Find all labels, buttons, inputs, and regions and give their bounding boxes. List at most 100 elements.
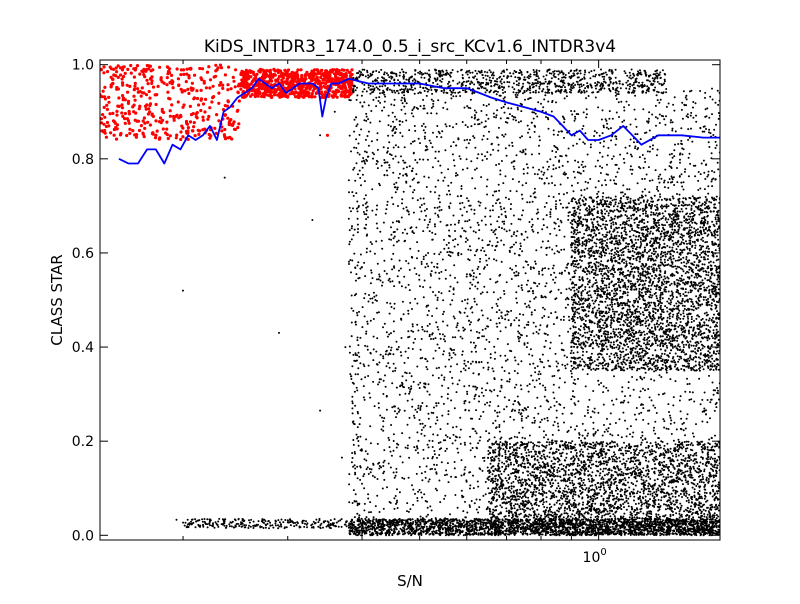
data-point (642, 313, 645, 316)
data-point (578, 69, 581, 72)
data-point (449, 524, 452, 527)
data-point (319, 527, 322, 530)
data-point (634, 81, 637, 84)
data-point (682, 256, 685, 259)
y-axis-label: CLASS STAR (48, 254, 66, 345)
data-point (201, 520, 204, 523)
data-point (577, 91, 580, 93)
data-point (421, 518, 423, 521)
data-point (353, 530, 356, 533)
data-point (382, 525, 385, 528)
data-point (408, 77, 411, 80)
data-point (653, 78, 656, 81)
data-point (573, 366, 575, 369)
data-point (369, 88, 372, 91)
data-point (572, 301, 575, 304)
data-point (533, 71, 536, 74)
data-point (680, 368, 683, 370)
data-point (665, 290, 667, 293)
data-point (600, 68, 602, 71)
data-point (631, 250, 634, 252)
data-point (366, 69, 369, 72)
data-point (620, 254, 623, 257)
data-point (576, 83, 579, 86)
data-point (490, 85, 493, 88)
data-point (549, 531, 552, 534)
data-point (715, 267, 718, 270)
data-point (677, 204, 680, 207)
data-point (444, 73, 446, 76)
data-point (360, 529, 363, 532)
data-point (611, 305, 613, 308)
data-point (461, 74, 464, 76)
data-point (490, 74, 493, 77)
data-point (661, 297, 664, 300)
data-point (434, 80, 437, 82)
data-point (646, 341, 649, 344)
data-point (452, 519, 455, 522)
data-point (403, 529, 406, 531)
data-point (628, 71, 631, 74)
data-point (517, 89, 520, 92)
data-point (529, 87, 532, 90)
data-point (509, 72, 512, 75)
data-point (630, 68, 633, 71)
data-point (535, 84, 538, 87)
data-point (603, 80, 606, 83)
data-point (669, 284, 671, 287)
data-point (296, 522, 299, 525)
data-point (605, 286, 608, 289)
data-point (654, 70, 657, 73)
data-point (561, 76, 564, 79)
data-point (488, 79, 491, 82)
data-point (228, 523, 231, 526)
data-point (340, 518, 343, 521)
data-point (393, 78, 396, 81)
data-point (483, 70, 486, 73)
data-point (641, 279, 643, 282)
data-point (237, 522, 240, 525)
data-point (659, 532, 662, 535)
data-point (301, 521, 304, 523)
data-point (641, 86, 644, 88)
data-point (234, 525, 237, 528)
data-point (601, 523, 604, 526)
data-point (357, 72, 360, 74)
data-point (596, 83, 599, 86)
data-point (434, 69, 437, 72)
data-point (467, 80, 470, 83)
data-point (540, 533, 543, 536)
data-point (354, 528, 357, 531)
data-point (544, 91, 547, 94)
data-point (452, 88, 455, 91)
data-point (464, 84, 467, 87)
data-point (650, 83, 653, 86)
data-point (468, 69, 471, 72)
data-point (584, 214, 586, 217)
data-point (455, 525, 458, 528)
data-point (614, 310, 616, 313)
data-point (481, 74, 484, 76)
data-point (383, 77, 386, 80)
data-point (539, 83, 542, 86)
data-point (699, 340, 702, 343)
data-point (643, 532, 646, 535)
data-point (617, 202, 620, 205)
data-point (475, 528, 478, 531)
data-point (641, 81, 644, 84)
data-point (204, 522, 207, 524)
data-point (663, 72, 666, 75)
data-point (600, 73, 603, 76)
data-point (401, 529, 404, 532)
data-point (445, 528, 448, 531)
data-point (562, 84, 565, 87)
data-point (452, 79, 455, 82)
data-point (666, 338, 668, 341)
data-point (659, 348, 662, 351)
data-point (325, 525, 328, 528)
data-point (330, 523, 333, 526)
data-point (423, 523, 426, 526)
data-point (578, 533, 581, 536)
data-point (534, 82, 537, 85)
data-point (660, 284, 663, 287)
